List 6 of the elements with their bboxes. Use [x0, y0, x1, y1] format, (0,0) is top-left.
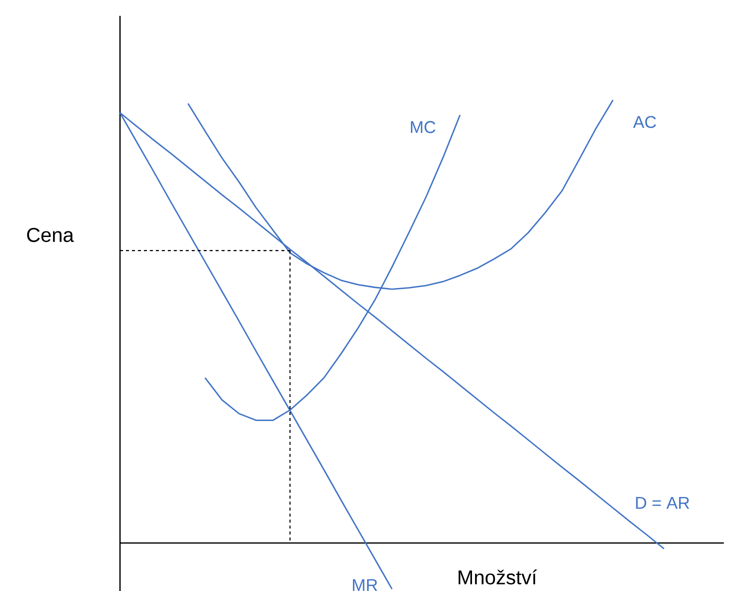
series-label: MR — [352, 579, 378, 591]
x-axis-title: Množství — [458, 570, 537, 584]
series-label: AC — [633, 116, 656, 128]
y-axis-title: Cena — [27, 228, 74, 242]
series-label: D = AR — [636, 497, 690, 509]
series-label: MC — [410, 121, 436, 134]
